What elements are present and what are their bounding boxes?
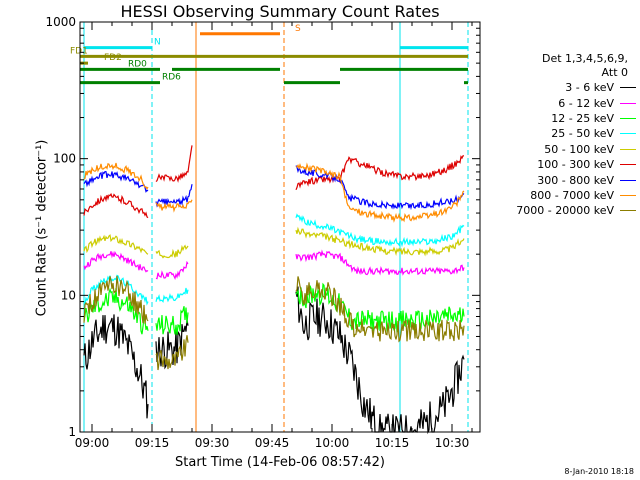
flag-label-rd0: RD0 [128,59,147,69]
series-line-8-seg-1 [155,335,189,371]
series-line-3-seg-2 [295,213,465,248]
legend-label-0: 3 - 6 keV [565,81,614,95]
series-line-1-seg-0 [83,250,149,273]
flag-label-fd2: FD2 [104,53,122,63]
series-line-0-seg-2 [295,286,465,435]
x-tick-label-2: 09:30 [195,436,230,450]
y-tick-label-3: 1000 [45,15,76,29]
series-line-6-seg-1 [155,184,193,208]
x-tick-label-6: 10:30 [435,436,470,450]
legend-label-4: 50 - 100 keV [544,142,614,156]
series-line-4-seg-1 [155,244,189,259]
series-line-0-seg-0 [83,314,149,419]
legend-swatch-3 [620,133,636,135]
series-line-2-seg-2 [295,282,465,333]
legend-label-1: 6 - 12 keV [558,96,614,110]
legend-item-7: 800 - 7000 keV [482,188,636,203]
legend-swatch-1 [620,102,636,104]
series-line-8-seg-0 [83,275,149,324]
y-tick-label-0: 1 [68,425,76,439]
legend-item-0: 3 - 6 keV [482,80,636,95]
footer-stamp: 8-Jan-2010 18:18 [564,467,634,476]
series-line-7-seg-2 [295,162,465,223]
series-line-7-seg-0 [83,162,149,190]
legend-label-7: 800 - 7000 keV [530,188,614,202]
legend-item-2: 12 - 25 keV [482,111,636,126]
legend-swatch-5 [620,164,636,166]
legend-header-detectors: Det 1,3,4,5,6,9, [541,52,628,65]
x-tick-label-4: 10:00 [315,436,350,450]
series-line-2-seg-1 [155,306,189,335]
flag-label-fd1: FD1 [70,46,88,56]
series-line-0-seg-1 [155,319,189,370]
flag-label-rd6: RD6 [162,73,181,83]
series-line-6-seg-2 [295,165,465,211]
x-axis-label: Start Time (14-Feb-06 08:57:42) [175,455,385,470]
series-line-1-seg-2 [295,249,465,276]
legend-item-8: 7000 - 20000 keV [482,203,636,218]
y-axis-label: Count Rate (s⁻¹ detector⁻¹) [34,139,50,317]
legend-item-1: 6 - 12 keV [482,95,636,110]
legend-swatch-7 [620,194,636,196]
legend-item-4: 50 - 100 keV [482,142,636,157]
legend-rows: 3 - 6 keV 6 - 12 keV 12 - 25 keV 25 - 50 ke… [482,80,636,219]
series-line-4-seg-0 [83,234,149,255]
legend-label-8: 7000 - 20000 keV [516,204,614,218]
series-line-7-seg-1 [155,199,193,213]
series-line-3-seg-0 [83,274,149,306]
series-line-3-seg-1 [155,287,189,303]
chart-title: HESSI Observing Summary Count Rates [120,2,440,21]
legend-swatch-4 [620,148,636,150]
x-tick-label-0: 09:00 [75,436,110,450]
legend-item-5: 100 - 300 keV [482,157,636,172]
legend: Det 1,3,4,5,6,9, Att 0 3 - 6 keV 6 - 12 k… [482,52,636,219]
legend-label-2: 12 - 25 keV [551,111,614,125]
legend-label-5: 100 - 300 keV [537,158,614,172]
legend-label-3: 25 - 50 keV [551,127,614,141]
flag-label-n: N [154,38,161,48]
y-tick-label-1: 10 [61,288,76,302]
series-line-4-seg-2 [295,226,465,257]
x-tick-label-5: 10:15 [375,436,410,450]
legend-swatch-0 [620,87,636,89]
series-line-5-seg-1 [155,145,193,183]
y-tick-label-2: 100 [53,152,76,166]
legend-label-6: 300 - 800 keV [537,173,614,187]
legend-item-3: 25 - 50 keV [482,126,636,141]
legend-header-attenuator: Att 0 [601,66,628,79]
series-line-6-seg-0 [83,170,149,193]
legend-swatch-6 [620,179,636,181]
plot-frame [79,21,481,433]
series-line-8-seg-2 [295,276,465,343]
x-tick-label-1: 09:15 [135,436,170,450]
legend-item-6: 300 - 800 keV [482,172,636,187]
x-tick-label-3: 09:45 [255,436,290,450]
legend-swatch-2 [620,117,636,119]
legend-swatch-8 [620,210,636,212]
series-line-5-seg-0 [83,192,149,219]
series-line-5-seg-2 [295,155,464,191]
flag-label-s: S [295,24,301,34]
series-line-1-seg-1 [155,260,189,281]
